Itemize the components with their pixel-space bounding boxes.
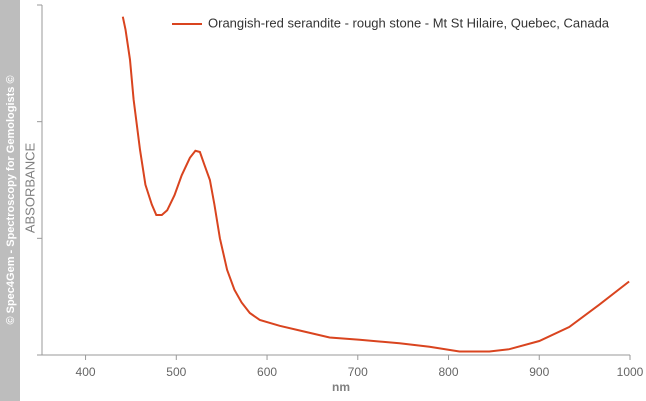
legend-label: Orangish-red serandite - rough stone - M… xyxy=(208,15,610,30)
x-tick-label: 700 xyxy=(348,365,368,379)
x-tick-label: 600 xyxy=(257,365,277,379)
x-tick-label: 400 xyxy=(76,365,96,379)
x-tick-label: 500 xyxy=(166,365,186,379)
x-tick-label: 800 xyxy=(439,365,459,379)
x-axis-label: nm xyxy=(332,380,350,394)
credit-band xyxy=(0,0,20,401)
x-tick-label: 1000 xyxy=(617,365,644,379)
x-tick-label: 900 xyxy=(529,365,549,379)
credit: © Spec4Gem - Spectroscopy for Gemologist… xyxy=(5,75,17,324)
data-line xyxy=(121,16,630,353)
y-axis-label: ABSORBANCE xyxy=(22,143,37,234)
